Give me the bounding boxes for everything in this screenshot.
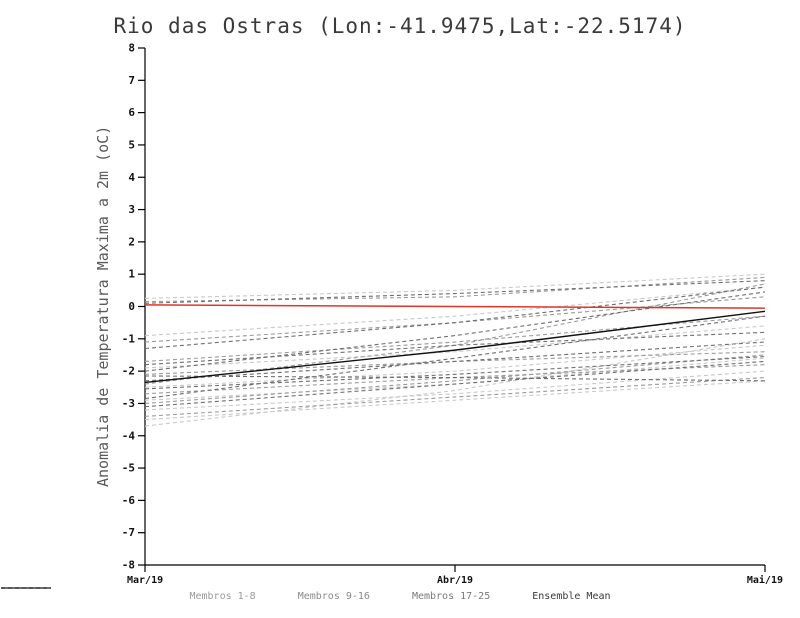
legend-entry: Ensemble Mean	[1, 587, 611, 602]
y-tick-label: 0	[128, 300, 135, 313]
y-tick-label: 6	[128, 106, 135, 119]
series-line	[144, 364, 766, 395]
series-line	[144, 291, 766, 372]
series-line	[144, 356, 766, 390]
legend: Membros 1-8 Membros 9-16 Membros 17-25 Ense…	[0, 584, 800, 608]
y-tick-label: 7	[128, 74, 135, 87]
series-line	[144, 338, 766, 427]
y-tick-label: 4	[128, 171, 135, 184]
series-line	[144, 380, 766, 421]
series-line	[144, 344, 766, 388]
y-tick-label: -4	[122, 429, 136, 442]
series-line	[144, 325, 766, 369]
series-line	[144, 354, 766, 404]
x-tick-label: Mai/19	[747, 574, 783, 586]
y-tick-label: -1	[122, 332, 136, 345]
series-line	[144, 286, 766, 350]
legend-entry: Membros 9-16	[1, 587, 370, 602]
series-line	[144, 315, 766, 362]
series-group	[144, 273, 766, 427]
series-line	[144, 273, 766, 299]
series-line	[144, 370, 766, 411]
y-tick-label: -5	[122, 462, 135, 475]
y-tick-label: -8	[122, 559, 135, 572]
legend-entry: Membros 17-25	[1, 587, 491, 602]
series-line	[144, 276, 766, 303]
x-tick-label: Abr/19	[437, 575, 473, 586]
series-line	[144, 315, 766, 400]
series-line	[144, 341, 766, 382]
legend-label: Membros 17-25	[411, 590, 491, 602]
legend-label: Membros 1-8	[189, 590, 256, 602]
legend-line-sample	[1, 587, 51, 589]
axes-group	[138, 47, 766, 572]
legend-label: Ensemble Mean	[532, 590, 611, 602]
x-tick-label: Mar/19	[127, 575, 163, 586]
series-line	[144, 286, 766, 337]
y-tick-label: -2	[122, 365, 135, 378]
series-line	[144, 304, 766, 309]
y-tick-label: 8	[128, 42, 135, 55]
legend-entry: Membros 1-8	[1, 587, 256, 602]
legend-label: Membros 9-16	[297, 590, 370, 602]
y-tick-label: 2	[128, 235, 135, 248]
y-tick-label: 3	[128, 203, 135, 216]
y-tick-label: 5	[128, 138, 135, 151]
series-line	[144, 360, 766, 408]
series-line	[144, 375, 766, 382]
series-line	[144, 377, 766, 417]
tick-labels-group: 8 7 6 5 4 3 2 1 0 -1 -2 -3 -4 -5 -6 -7 -8 Mar/19 Abr/19 Mai…	[122, 42, 783, 587]
series-line	[144, 280, 766, 304]
series-line	[144, 296, 766, 343]
chart-title: Rio das Ostras (Lon:-41.9475,Lat:-22.517…	[113, 14, 687, 38]
series-line	[144, 310, 766, 384]
y-tick-label: -6	[122, 494, 136, 507]
y-tick-label: 1	[128, 268, 135, 281]
series-line	[144, 331, 766, 366]
y-tick-label: -7	[122, 526, 135, 539]
y-tick-label: -3	[122, 397, 135, 410]
